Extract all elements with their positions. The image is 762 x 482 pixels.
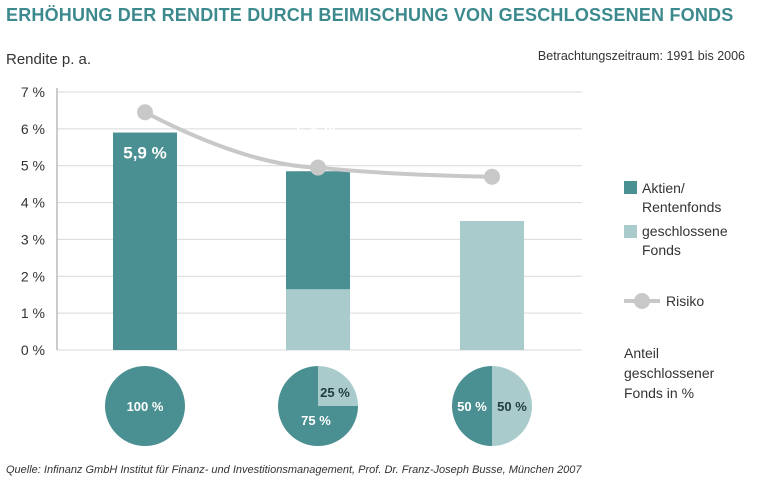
pie-slice-label: 50 %: [497, 399, 527, 414]
y-tick-label: 3 %: [21, 231, 45, 247]
risk-point: [137, 104, 153, 121]
bar-geschlossen: [460, 221, 524, 350]
source-note: Quelle: Infinanz GmbH Institut für Finan…: [6, 464, 582, 476]
pie-slice: [105, 366, 185, 446]
y-tick-label: 7 %: [21, 84, 45, 100]
legend-swatch-geschlossen: [624, 225, 637, 238]
pie-slice: [492, 366, 532, 446]
y-tick-label: 1 %: [21, 305, 45, 321]
y-tick-label: 6 %: [21, 121, 45, 137]
y-tick-labels: 0 % 1 % 2 % 3 % 4 % 5 % 6 % 7 %: [21, 84, 45, 358]
bar-geschlossen: [286, 289, 350, 350]
bar-total-label: 6,5 %: [296, 121, 339, 140]
legend-label-risiko: Risiko: [666, 293, 704, 309]
y-tick-label: 2 %: [21, 268, 45, 284]
pie-slice-label: 100 %: [127, 399, 164, 414]
legend-label-geschlossen-1: geschlossene: [642, 223, 728, 239]
legend-label-geschlossen-2: Fonds: [642, 242, 681, 258]
risk-point: [310, 159, 326, 176]
bar-total-label: 7,0 %: [470, 103, 513, 122]
bar-aktien: [113, 132, 177, 350]
pie-charts: 100 % 25 % 75 % 50 % 50 %: [105, 366, 532, 446]
y-tick-label: 4 %: [21, 195, 45, 211]
bar-total-labels: 5,9 % 6,5 % 7,0 %: [123, 103, 513, 163]
pie-legend-line-1: Anteil: [624, 345, 659, 361]
pie-slice-label: 75 %: [301, 413, 331, 428]
chart-title: ERHÖHUNG DER RENDITE DURCH BEIMISCHUNG V…: [6, 5, 733, 25]
legend-risk-marker: [634, 293, 650, 309]
y-axis-label: Rendite p. a.: [6, 51, 91, 68]
legend-label-aktien-2: Rentenfonds: [642, 199, 721, 215]
bars: [113, 132, 524, 350]
pie-slice-label: 50 %: [457, 399, 487, 414]
pie-slice: [318, 366, 358, 406]
risk-point: [484, 168, 500, 185]
legend-label-aktien-1: Aktien/: [642, 180, 685, 196]
pie-legend-line-3: Fonds in %: [624, 385, 694, 401]
risk-line: [137, 104, 500, 185]
legend: Aktien/ Rentenfonds geschlossene Fonds R…: [624, 180, 728, 401]
legend-swatch-aktien: [624, 181, 637, 194]
period-note: Betrachtungszeitraum: 1991 bis 2006: [538, 49, 745, 63]
y-tick-label: 0 %: [21, 342, 45, 358]
pie-slice: [452, 366, 492, 446]
bar-total-label: 5,9 %: [123, 144, 166, 163]
pie-slice: [278, 366, 358, 446]
pie-legend-line-2: geschlossener: [624, 365, 715, 381]
y-tick-label: 5 %: [21, 158, 45, 174]
pie-slice-label: 25 %: [320, 385, 350, 400]
